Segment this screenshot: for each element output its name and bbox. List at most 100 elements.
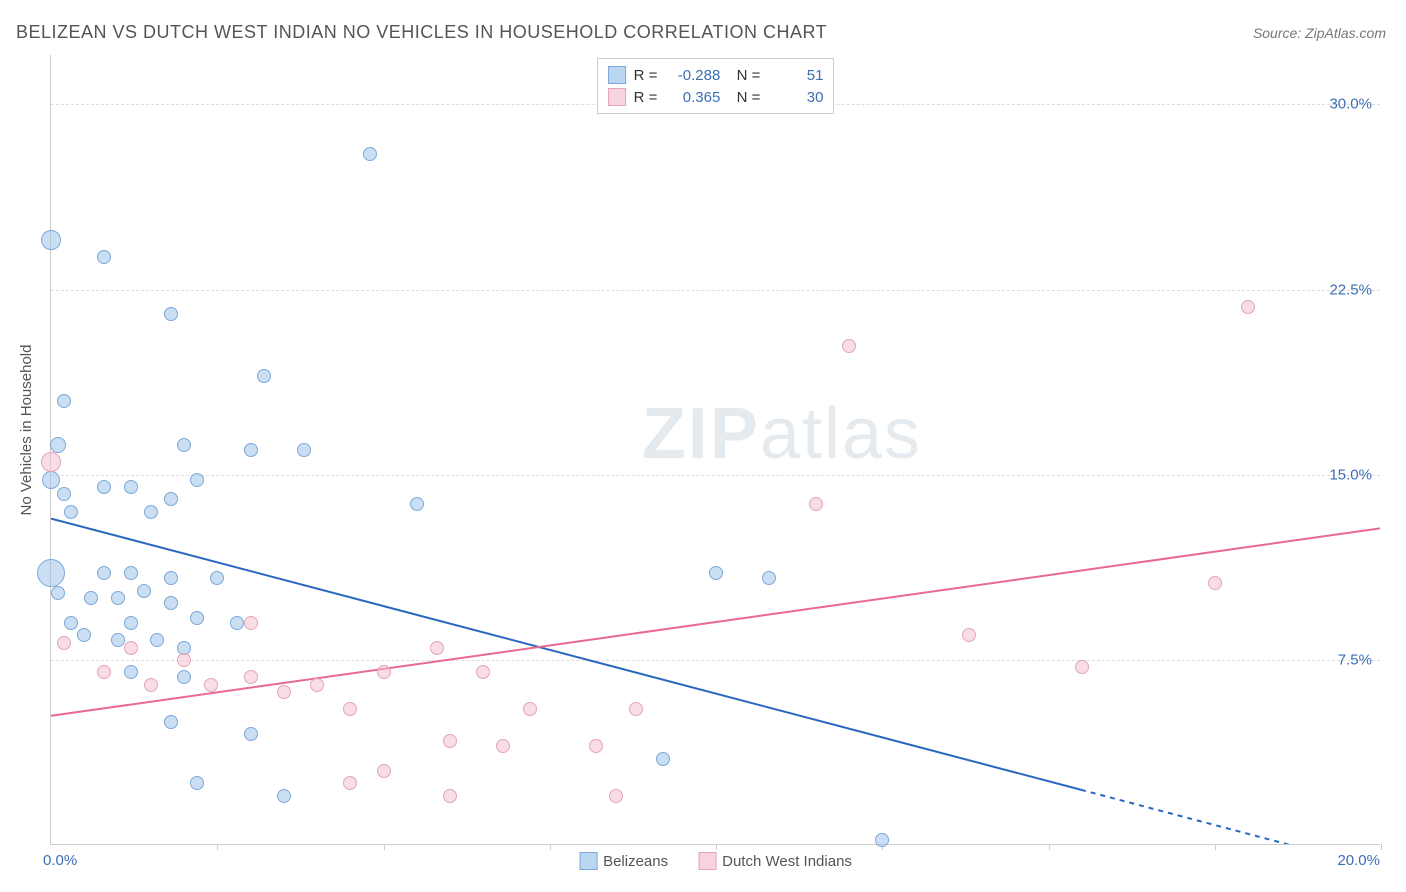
scatter-point (177, 670, 191, 684)
scatter-point (124, 566, 138, 580)
scatter-point (164, 596, 178, 610)
scatter-point (523, 702, 537, 716)
x-axis-origin-label: 0.0% (43, 852, 77, 869)
correlation-stats-box: R =-0.288 N =51 R =0.365 N =30 (597, 58, 835, 114)
scatter-point (97, 665, 111, 679)
scatter-point (277, 789, 291, 803)
stats-row-series2: R =0.365 N =30 (608, 86, 824, 108)
scatter-point (244, 727, 258, 741)
scatter-point (609, 789, 623, 803)
scatter-point (410, 497, 424, 511)
scatter-point (230, 616, 244, 630)
scatter-point (97, 566, 111, 580)
gridline (51, 475, 1380, 476)
scatter-point (124, 665, 138, 679)
x-axis-end-label: 20.0% (1337, 852, 1380, 869)
scatter-point (51, 586, 65, 600)
scatter-point (57, 394, 71, 408)
scatter-point (97, 480, 111, 494)
source-credit: Source: ZipAtlas.com (1253, 25, 1386, 41)
scatter-point (443, 734, 457, 748)
chart-title: BELIZEAN VS DUTCH WEST INDIAN NO VEHICLE… (16, 22, 827, 43)
scatter-point (875, 833, 889, 847)
scatter-point (377, 665, 391, 679)
scatter-point (842, 339, 856, 353)
scatter-point (137, 584, 151, 598)
scatter-point (589, 739, 603, 753)
legend: Belizeans Dutch West Indians (579, 852, 852, 870)
scatter-point (809, 497, 823, 511)
scatter-point (164, 492, 178, 506)
stats-row-series1: R =-0.288 N =51 (608, 64, 824, 86)
scatter-point (377, 764, 391, 778)
chart-plot-area: ZIPatlas 7.5%15.0%22.5%30.0% 0.0% 20.0% … (50, 55, 1380, 845)
scatter-point (762, 571, 776, 585)
scatter-point (164, 307, 178, 321)
scatter-point (124, 616, 138, 630)
swatch-icon (698, 852, 716, 870)
scatter-point (257, 369, 271, 383)
x-tick (217, 844, 218, 850)
scatter-point (124, 641, 138, 655)
scatter-point (204, 678, 218, 692)
legend-item-series1: Belizeans (579, 852, 668, 870)
scatter-point (962, 628, 976, 642)
scatter-point (277, 685, 291, 699)
scatter-point (1208, 576, 1222, 590)
scatter-point (177, 653, 191, 667)
x-tick (550, 844, 551, 850)
scatter-point (709, 566, 723, 580)
scatter-point (656, 752, 670, 766)
scatter-point (177, 438, 191, 452)
scatter-point (629, 702, 643, 716)
x-tick (1049, 844, 1050, 850)
scatter-point (77, 628, 91, 642)
scatter-point (310, 678, 324, 692)
scatter-point (244, 443, 258, 457)
x-tick (1215, 844, 1216, 850)
scatter-point (476, 665, 490, 679)
scatter-point (97, 250, 111, 264)
scatter-point (124, 480, 138, 494)
scatter-point (343, 702, 357, 716)
scatter-point (210, 571, 224, 585)
swatch-icon (579, 852, 597, 870)
scatter-point (50, 437, 66, 453)
swatch-icon (608, 66, 626, 84)
scatter-point (42, 471, 60, 489)
scatter-point (64, 505, 78, 519)
gridline (51, 290, 1380, 291)
scatter-point (496, 739, 510, 753)
scatter-point (190, 473, 204, 487)
scatter-point (297, 443, 311, 457)
scatter-point (1241, 300, 1255, 314)
swatch-icon (608, 88, 626, 106)
scatter-point (363, 147, 377, 161)
legend-item-series2: Dutch West Indians (698, 852, 852, 870)
x-tick (1381, 844, 1382, 850)
scatter-point (84, 591, 98, 605)
scatter-point (164, 571, 178, 585)
y-axis-label: No Vehicles in Household (18, 345, 35, 516)
x-tick (384, 844, 385, 850)
scatter-point (111, 633, 125, 647)
scatter-point (430, 641, 444, 655)
scatter-point (57, 636, 71, 650)
scatter-point (443, 789, 457, 803)
gridline (51, 660, 1380, 661)
scatter-point (343, 776, 357, 790)
scatter-point (190, 776, 204, 790)
scatter-point (57, 487, 71, 501)
scatter-point (164, 715, 178, 729)
scatter-point (111, 591, 125, 605)
scatter-point (190, 611, 204, 625)
scatter-point (1075, 660, 1089, 674)
scatter-point (244, 616, 258, 630)
scatter-point (37, 559, 65, 587)
y-tick-label: 15.0% (1329, 466, 1372, 483)
x-tick (716, 844, 717, 850)
scatter-point (244, 670, 258, 684)
scatter-point (64, 616, 78, 630)
scatter-point (150, 633, 164, 647)
scatter-point (41, 230, 61, 250)
